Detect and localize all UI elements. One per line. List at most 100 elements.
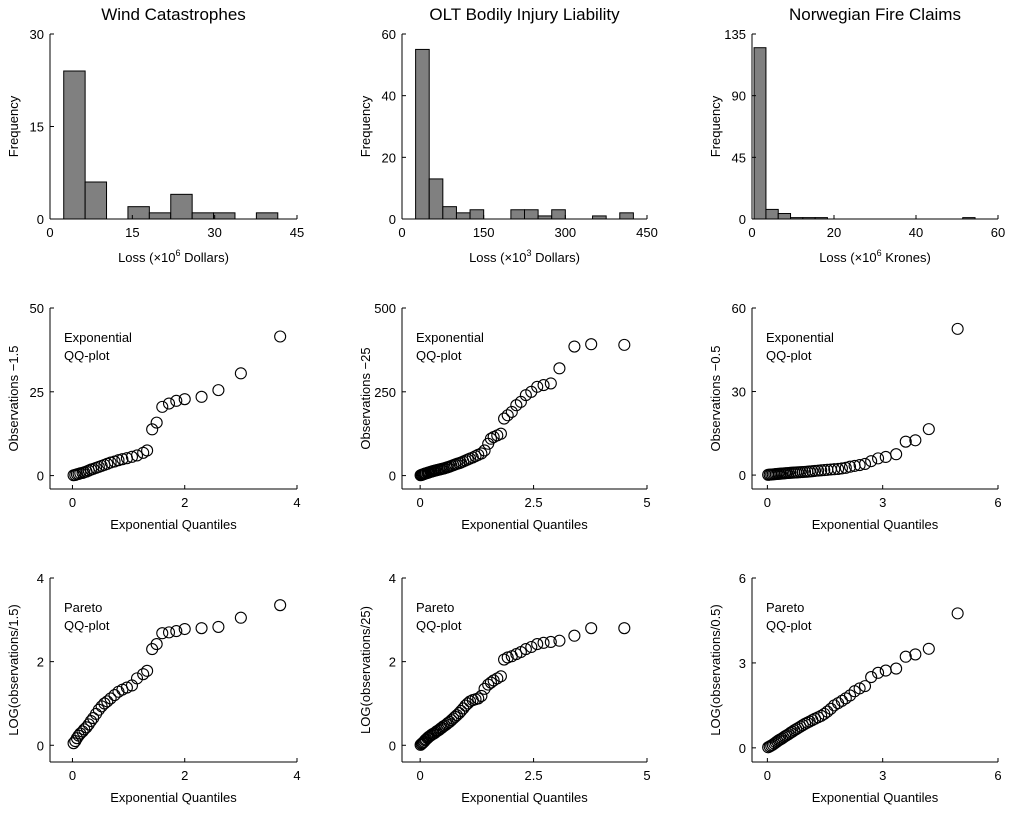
data-point bbox=[505, 405, 518, 418]
data-point bbox=[821, 705, 834, 718]
plot-annotation: Exponential bbox=[416, 330, 484, 345]
qq-panel-4: 0 2 4 0 2 4 Pareto QQ-plot Exponential Quantiles… bbox=[6, 571, 301, 805]
y-tick-label: 0 bbox=[739, 212, 746, 227]
data-point bbox=[178, 622, 191, 636]
data-point bbox=[525, 640, 538, 654]
data-point bbox=[137, 446, 150, 459]
x-tick-label: 45 bbox=[290, 225, 304, 240]
y-tick-label: 500 bbox=[374, 301, 396, 316]
plot-annotation: Pareto bbox=[416, 600, 454, 615]
x-tick-label: 4 bbox=[293, 768, 300, 783]
data-point bbox=[853, 459, 866, 472]
y-tick-label: 30 bbox=[30, 27, 44, 42]
x-tick-label: 6 bbox=[994, 768, 1001, 783]
data-point bbox=[498, 412, 511, 425]
x-tick-label: 6 bbox=[994, 495, 1001, 510]
x-axis-label: Exponential Quantiles bbox=[110, 790, 237, 805]
y-axis-label: LOG(observations/0.5) bbox=[708, 604, 723, 736]
data-point bbox=[818, 464, 831, 477]
x-tick-label: 0 bbox=[69, 768, 76, 783]
x-tick-label: 0 bbox=[46, 225, 53, 240]
y-axis-label: Observations −1.5 bbox=[6, 346, 21, 452]
data-point bbox=[922, 423, 935, 436]
chart-title: OLT Bodily Injury Liability bbox=[429, 5, 620, 24]
data-point bbox=[835, 462, 848, 475]
x-tick-label: 3 bbox=[879, 768, 886, 783]
x-axis-label: Exponential Quantiles bbox=[461, 790, 588, 805]
x-tick-label: 0 bbox=[764, 495, 771, 510]
histogram-bar bbox=[213, 212, 236, 220]
data-point bbox=[865, 455, 878, 468]
x-axis-label: Exponential Quantiles bbox=[461, 517, 588, 532]
data-point bbox=[899, 650, 912, 663]
x-tick-label: 0 bbox=[417, 768, 424, 783]
data-point bbox=[274, 330, 287, 343]
data-point bbox=[618, 338, 631, 351]
y-tick-label: 0 bbox=[37, 738, 44, 753]
data-point bbox=[130, 672, 144, 685]
data-point bbox=[812, 464, 825, 477]
x-tick-label: 2 bbox=[181, 495, 188, 510]
y-tick-label: 0 bbox=[389, 738, 396, 753]
x-tick-label: 2 bbox=[181, 768, 188, 783]
histogram-bar bbox=[442, 206, 457, 220]
x-tick-label: 2.5 bbox=[525, 768, 543, 783]
y-tick-label: 2 bbox=[389, 655, 396, 670]
data-point bbox=[815, 464, 828, 477]
y-tick-label: 4 bbox=[37, 571, 44, 586]
data-point bbox=[843, 460, 857, 473]
x-axis-label: Exponential Quantiles bbox=[110, 517, 237, 532]
data-point bbox=[832, 697, 845, 710]
data-point bbox=[74, 727, 87, 740]
data-point bbox=[843, 689, 857, 702]
plot-annotation: QQ-plot bbox=[64, 618, 110, 633]
y-tick-label: 0 bbox=[389, 212, 396, 227]
data-point bbox=[212, 384, 225, 397]
histogram-bar bbox=[524, 209, 539, 220]
data-point bbox=[879, 450, 892, 464]
y-tick-label: 30 bbox=[732, 385, 746, 400]
y-tick-label: 3 bbox=[739, 656, 746, 671]
data-point bbox=[141, 444, 154, 457]
data-point bbox=[808, 464, 822, 477]
data-point bbox=[585, 622, 598, 635]
data-point bbox=[531, 638, 544, 651]
histogram-bar bbox=[469, 209, 485, 220]
data-point bbox=[865, 671, 878, 684]
data-point bbox=[568, 340, 581, 353]
data-point bbox=[494, 670, 507, 683]
y-tick-label: 250 bbox=[374, 385, 396, 400]
data-point bbox=[195, 622, 208, 635]
data-point bbox=[828, 463, 841, 476]
data-point bbox=[130, 449, 144, 462]
data-point bbox=[484, 432, 497, 445]
x-tick-label: 4 bbox=[293, 495, 300, 510]
histogram-bar bbox=[170, 193, 193, 220]
data-point bbox=[872, 666, 885, 679]
data-point bbox=[568, 629, 581, 642]
histogram-bar bbox=[148, 212, 172, 220]
data-point bbox=[150, 416, 163, 429]
data-point bbox=[101, 695, 114, 708]
data-point bbox=[146, 423, 159, 436]
x-tick-label: 5 bbox=[643, 768, 650, 783]
histogram-bar bbox=[765, 208, 779, 220]
y-tick-label: 90 bbox=[732, 89, 746, 104]
data-point bbox=[879, 664, 892, 677]
x-tick-label: 5 bbox=[643, 495, 650, 510]
data-point bbox=[156, 627, 169, 640]
x-tick-label: 2.5 bbox=[525, 495, 543, 510]
y-tick-label: 60 bbox=[382, 27, 396, 42]
data-point bbox=[76, 725, 89, 738]
data-point bbox=[890, 662, 903, 675]
data-point bbox=[137, 668, 150, 681]
x-tick-label: 30 bbox=[207, 225, 221, 240]
data-point bbox=[519, 643, 532, 656]
y-tick-label: 40 bbox=[382, 89, 396, 104]
y-axis-label: LOG(observations/1.5) bbox=[6, 604, 21, 736]
histogram-bar bbox=[777, 213, 792, 220]
y-tick-label: 15 bbox=[30, 120, 44, 135]
histogram-bar bbox=[63, 70, 86, 220]
